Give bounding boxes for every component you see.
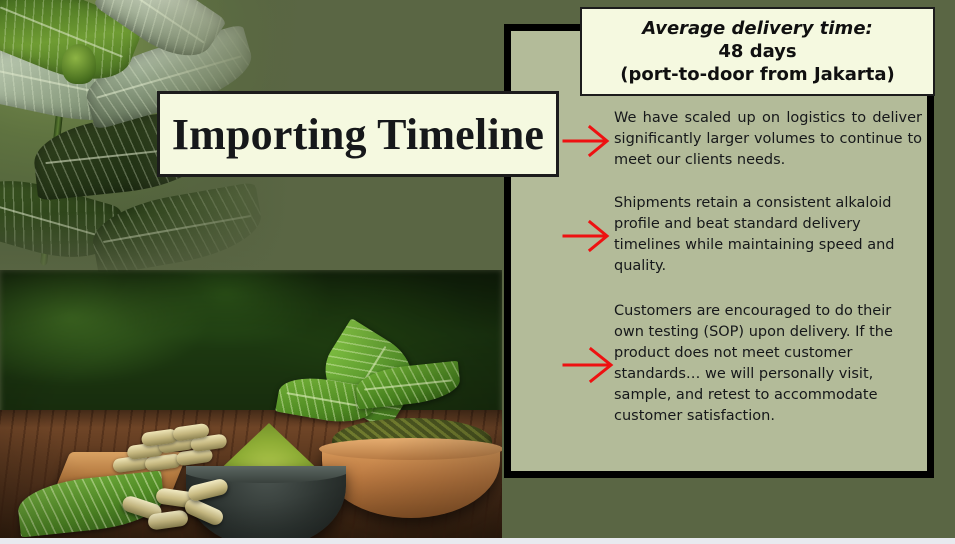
arrow-right-icon	[562, 346, 614, 384]
average-delivery-time-callout: Average delivery time: 48 days (port-to-…	[580, 7, 935, 96]
list-item: Customers are encouraged to do their own…	[562, 301, 922, 427]
callout-line-2: 48 days	[718, 41, 797, 62]
list-item-text: We have scaled up on logistics to delive…	[614, 110, 922, 168]
list-item-text: Customers are encouraged to do their own…	[614, 303, 893, 424]
page-title-text: Importing Timeline	[171, 109, 545, 159]
kratom-powder-capsules-photo	[0, 270, 502, 538]
capsule	[182, 496, 226, 528]
jungle-backdrop	[0, 270, 502, 430]
list-item-text: Shipments retain a consistent alkaloid p…	[614, 195, 895, 274]
content-panel	[504, 24, 934, 478]
slide-bottom-edge	[0, 538, 955, 544]
callout-line-3: (port-to-door from Jakarta)	[620, 64, 895, 85]
dark-bowl	[186, 466, 346, 538]
list-item: Shipments retain a consistent alkaloid p…	[562, 193, 922, 277]
bullet-list: We have scaled up on logistics to delive…	[562, 108, 922, 449]
arrow-right-icon	[562, 124, 614, 158]
scattered-capsules	[120, 477, 242, 532]
list-item: We have scaled up on logistics to delive…	[562, 108, 922, 171]
page-title: Importing Timeline	[157, 91, 559, 177]
arrow-right-icon	[562, 219, 614, 253]
callout-line-1: Average delivery time:	[642, 18, 873, 39]
